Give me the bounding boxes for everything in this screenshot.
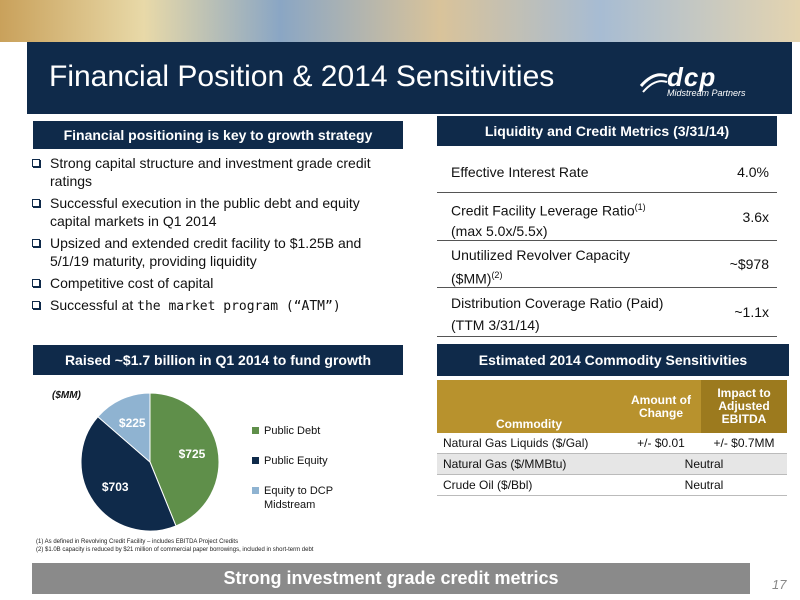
unit-label: ($MM) [52, 390, 81, 401]
liquidity-metrics-table: Effective Interest Rate 4.0% Credit Faci… [437, 152, 777, 337]
logo-mark: dcp [667, 62, 717, 92]
bullet-text: Upsized and extended credit facility to … [50, 235, 362, 269]
legend-swatch [252, 487, 259, 494]
pie-slice-public-debt [149, 392, 220, 527]
list-item: Successful execution in the public debt … [32, 194, 402, 230]
logo-subtitle: Midstream Partners [667, 88, 746, 98]
section-header-raised-capital: Raised ~$1.7 billion in Q1 2014 to fund … [33, 345, 403, 375]
legend-item: Equity to DCP Midstream [252, 484, 364, 512]
column-header: Impact to Adjusted EBITDA [701, 380, 787, 433]
metric-value: 3.6x [742, 208, 769, 225]
checkbox-bullet-icon [32, 279, 40, 287]
legend-swatch [252, 427, 259, 434]
legend-label: Public Equity [264, 455, 328, 467]
pie-slice-equity-to-dcp-midstream [97, 392, 151, 464]
pie-data-label: $225 [119, 416, 146, 430]
footnotes: (1) As defined in Revolving Credit Facil… [36, 538, 313, 554]
section-header-financial-positioning: Financial positioning is key to growth s… [33, 121, 403, 149]
pie-chart-area: ($MM) $725 $703 $225 Public Debt Public Equ… [30, 384, 410, 534]
metric-label: Effective Interest Rate [451, 164, 589, 180]
page-title: Financial Position & 2014 Sensitivities [49, 60, 555, 93]
table-row: Natural Gas Liquids ($/Gal) +/- $0.01 +/… [437, 433, 787, 454]
footnote: (2) $1.0B capacity is reduced by $21 mil… [36, 547, 314, 553]
table-cell: Neutral [621, 453, 787, 475]
chart-legend: Public Debt Public Equity Equity to DCP Mi… [252, 424, 364, 528]
legend-item: Public Equity [252, 454, 364, 468]
table-cell: Natural Gas Liquids ($/Gal) [437, 433, 621, 454]
metric-label: Distribution Coverage Ratio (Paid) (TTM 3… [451, 295, 664, 333]
section-header-commodity-sensitivities: Estimated 2014 Commodity Sensitivities [437, 344, 789, 376]
pie-slice-public-equity [80, 416, 177, 532]
checkbox-bullet-icon [32, 301, 40, 309]
pie-data-label: $703 [102, 480, 129, 494]
table-cell: Crude Oil ($/Bbl) [437, 474, 621, 496]
column-header: Commodity [437, 380, 621, 433]
metric-label: Unutilized Revolver Capacity ($MM)(2) [451, 247, 630, 287]
checkbox-bullet-icon [32, 159, 40, 167]
checkbox-bullet-icon [32, 239, 40, 247]
bullet-text-atm: the market program (“ATM”) [137, 299, 341, 314]
legend-item: Public Debt [252, 424, 364, 438]
section-header-liquidity: Liquidity and Credit Metrics (3/31/14) [437, 116, 777, 146]
table-cell: +/- $0.01 [621, 433, 701, 454]
footnote: (1) As defined in Revolving Credit Facil… [36, 539, 239, 545]
legend-label: Public Debt [264, 425, 321, 437]
table-row: Crude Oil ($/Bbl) Neutral [437, 474, 787, 496]
table-row: Credit Facility Leverage Ratio(1) (max 5.… [437, 193, 777, 241]
column-header: Amount of Change [621, 380, 701, 433]
table-cell: Neutral [621, 474, 787, 496]
table-row: Natural Gas ($/MMBtu) Neutral [437, 453, 787, 475]
table-cell: Natural Gas ($/MMBtu) [437, 453, 621, 475]
company-logo: dcp Midstream Partners [639, 62, 769, 102]
table-row: Distribution Coverage Ratio (Paid) (TTM 3… [437, 288, 777, 337]
table-row: Effective Interest Rate 4.0% [437, 152, 777, 193]
list-item: Strong capital structure and investment … [32, 154, 402, 190]
title-bar: Financial Position & 2014 Sensitivities … [27, 42, 792, 114]
bullet-list: Strong capital structure and investment … [32, 154, 402, 320]
legend-label: Equity to DCP Midstream [264, 485, 333, 511]
header-photo [0, 0, 800, 42]
logo-swoosh-icon [639, 73, 668, 93]
metric-label: Credit Facility Leverage Ratio(1) (max 5.… [451, 202, 646, 239]
page-number: 17 [772, 577, 787, 592]
metric-value: ~$978 [729, 256, 769, 272]
metric-value: ~1.1x [734, 304, 769, 320]
pie-data-label: $725 [179, 447, 206, 461]
bullet-text: Strong capital structure and investment … [50, 155, 371, 189]
list-item: Competitive cost of capital [32, 274, 402, 292]
list-item: Successful at the market program (“ATM”) [32, 296, 402, 316]
checkbox-bullet-icon [32, 199, 40, 207]
bullet-text: Competitive cost of capital [50, 275, 214, 291]
list-item: Upsized and extended credit facility to … [32, 234, 402, 270]
pie-chart: $725 $703 $225 [80, 392, 220, 532]
bottom-banner: Strong investment grade credit metrics [32, 563, 750, 594]
commodity-sensitivities-table: Commodity Amount of Change Impact to Adj… [437, 380, 787, 496]
table-row: Unutilized Revolver Capacity ($MM)(2) ~$9… [437, 241, 777, 288]
table-cell: +/- $0.7MM [701, 433, 787, 454]
metric-value: 4.0% [737, 164, 769, 180]
legend-swatch [252, 457, 259, 464]
bullet-text-prefix: Successful at [50, 297, 138, 313]
bullet-text: Successful execution in the public debt … [50, 195, 360, 229]
